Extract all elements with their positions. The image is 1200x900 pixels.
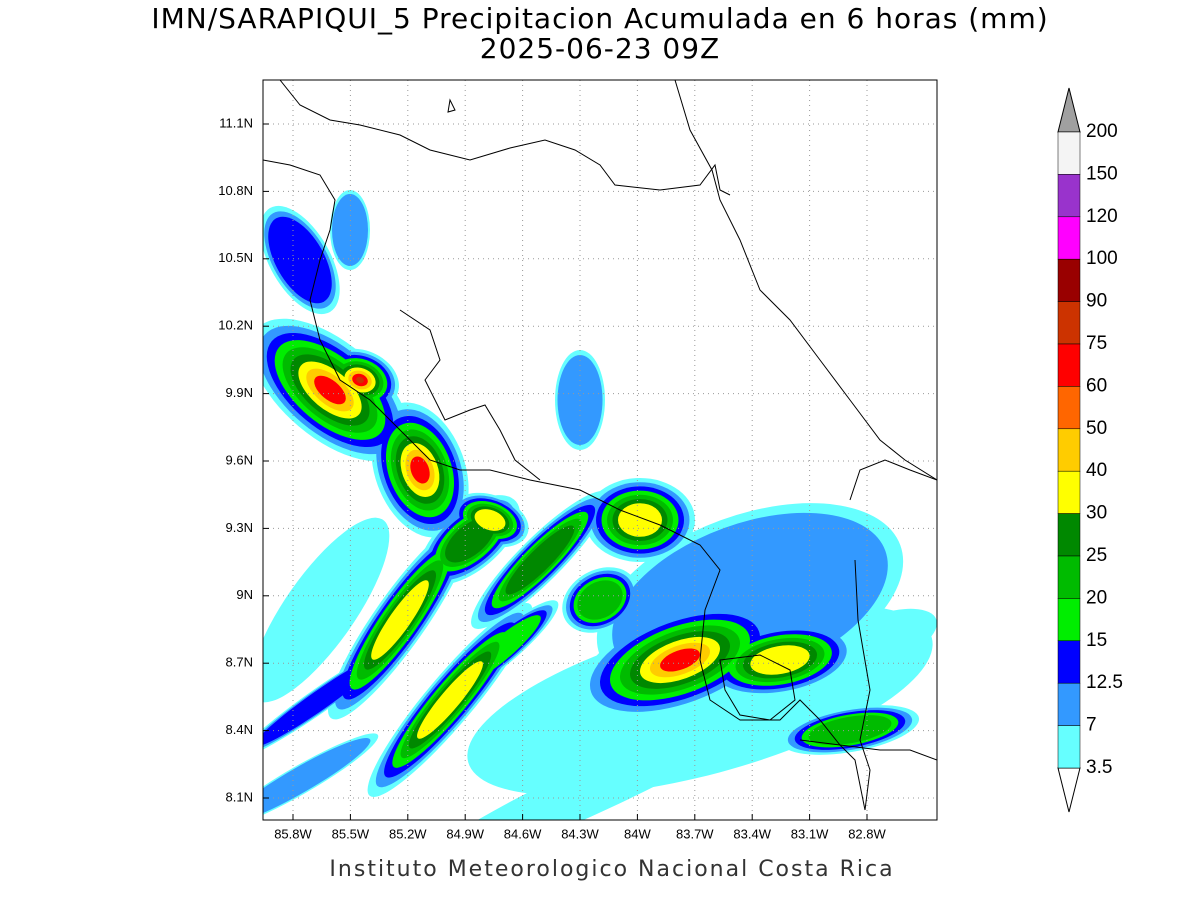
footer: Instituto Meteorologico Nacional Costa R… — [329, 857, 894, 882]
precip-contour — [314, 375, 346, 405]
precip-contour — [263, 517, 390, 703]
precip-contour — [263, 738, 371, 820]
colorbar-label: 90 — [1086, 291, 1107, 312]
colorbar-swatch — [1057, 428, 1081, 472]
colorbar-swatch — [1057, 682, 1081, 726]
title: IMN/SARAPIQUI_5 Precipitacion Acumulada … — [151, 2, 1048, 35]
colorbar-swatch — [1057, 725, 1081, 769]
precip-contour — [268, 216, 332, 304]
x-tick-label: 82.8W — [848, 826, 886, 841]
colorbar-label: 75 — [1086, 333, 1107, 354]
precip-contour — [577, 580, 623, 620]
precip-contour — [409, 693, 791, 820]
colorbar-swatch — [1057, 343, 1081, 387]
y-tick-label: 9.6N — [226, 452, 253, 467]
y-tick-label: 10.2N — [218, 318, 253, 333]
colorbar-label: 30 — [1086, 503, 1107, 524]
precip-contour — [417, 661, 483, 739]
colorbar-label: 40 — [1086, 460, 1107, 481]
colorbar-swatch — [1057, 216, 1081, 260]
colorbar-swatch — [1057, 174, 1081, 218]
colorbar-label: 150 — [1086, 163, 1118, 184]
x-tick-label: 83.4W — [733, 826, 771, 841]
x-tick-label: 83.7W — [676, 826, 714, 841]
precip-contour — [618, 503, 662, 537]
x-tick-label: 85.8W — [274, 826, 312, 841]
map-frame — [262, 79, 938, 821]
precip-contour — [371, 580, 429, 660]
x-tick-label: 84.3W — [561, 826, 599, 841]
colorbar-swatch — [1057, 640, 1081, 684]
colorbar-label: 100 — [1086, 248, 1118, 269]
colorbar-over — [1057, 87, 1081, 133]
x-tick-label: 84.9W — [446, 826, 484, 841]
precip-field — [263, 190, 937, 820]
y-tick-label: 9N — [236, 587, 253, 602]
colorbar-swatch — [1057, 258, 1081, 302]
colorbar-swatch — [1057, 131, 1081, 175]
colorbar: 200 150 120 100 90 75 60 50 40 30 25 20 15 12.5 7 3.5 — [1057, 87, 1123, 813]
colorbar-label: 50 — [1086, 418, 1107, 439]
y-tick-label: 11.1N — [219, 115, 253, 130]
x-tick-label: 84.6W — [504, 826, 542, 841]
colorbar-label: 200 — [1086, 121, 1118, 142]
precip-contour — [822, 608, 937, 672]
colorbar-swatch — [1057, 301, 1081, 345]
precip-contour — [356, 376, 364, 384]
y-tick-label: 9.3N — [226, 520, 253, 535]
colorbar-label: 20 — [1086, 587, 1107, 608]
y-tick-label: 8.4N — [226, 722, 253, 737]
precip-contour — [750, 645, 810, 675]
colorbar-swatch — [1057, 513, 1081, 557]
x-tick-label: 84W — [624, 826, 651, 841]
y-tick-label: 8.7N — [226, 655, 253, 670]
colorbar-swatch — [1057, 386, 1081, 430]
colorbar-label: 12.5 — [1086, 672, 1123, 693]
y-tick-label: 10.5N — [218, 250, 253, 265]
colorbar-under — [1057, 767, 1081, 813]
x-tick-label: 85.5W — [332, 826, 370, 841]
y-tick-label: 8.1N — [226, 789, 253, 804]
colorbar-label: 3.5 — [1086, 757, 1112, 778]
coastlines — [263, 80, 937, 811]
precip-contour — [505, 525, 575, 595]
colorbar-label: 7 — [1086, 715, 1097, 736]
x-tick-label: 83.1W — [791, 826, 829, 841]
colorbar-label: 120 — [1086, 206, 1118, 227]
grid: 85.8W 85.5W 85.2W 84.9W 84.6W 84.3W 84W 83.7W 83… — [218, 80, 937, 841]
colorbar-label: 60 — [1086, 375, 1107, 396]
colorbar-swatch — [1057, 598, 1081, 642]
subtitle: 2025-06-23 09Z — [480, 32, 720, 65]
precip-contour — [659, 648, 701, 672]
colorbar-label: 25 — [1086, 545, 1107, 566]
y-tick-label: 9.9N — [226, 385, 253, 400]
precip-contour — [474, 509, 506, 531]
y-tick-label: 10.8N — [218, 183, 253, 198]
colorbar-swatch — [1057, 470, 1081, 514]
colorbar-swatch — [1057, 555, 1081, 599]
colorbar-label: 15 — [1086, 630, 1107, 651]
precip-contour — [808, 715, 892, 745]
precip-contour — [410, 456, 430, 484]
x-tick-label: 85.2W — [389, 826, 427, 841]
